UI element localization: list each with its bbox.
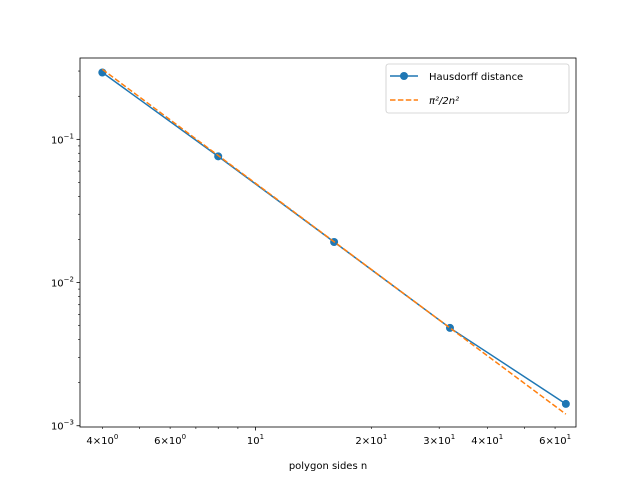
tick-base: 10 (51, 422, 64, 433)
tick-base: 10 (169, 436, 182, 447)
legend-box (385, 63, 570, 114)
tick-times: × (430, 436, 438, 447)
series-layer (98, 68, 570, 415)
axes-frame-layer (79, 57, 577, 428)
legend-label-text: Hausdorff distance (429, 72, 523, 83)
tick-exponent: −3 (64, 419, 74, 427)
x-tick-label: 2×101 (355, 433, 387, 447)
legend: Hausdorff distance π²/2n² (385, 63, 570, 114)
y-axis: 10−110−210−3 (51, 70, 80, 433)
tick-base: 10 (486, 436, 499, 447)
tick-exponent: 0 (182, 433, 186, 441)
tick-base: 10 (370, 436, 383, 447)
tick-base: 10 (247, 436, 260, 447)
tick-exponent: 1 (451, 433, 455, 441)
x-tick-label: 101 (247, 433, 264, 447)
tick-base: 10 (438, 436, 451, 447)
axes-frame (79, 57, 577, 428)
tick-mantissa: 6 (539, 436, 545, 447)
tick-times: × (161, 436, 169, 447)
tick-base: 10 (51, 135, 64, 146)
x-tick-label: 3×101 (423, 433, 455, 447)
tick-mantissa: 6 (154, 436, 160, 447)
tick-base: 10 (51, 279, 64, 290)
legend-label: π²/2n² (429, 96, 459, 107)
tick-exponent: 1 (567, 433, 571, 441)
x-axis-label: polygon sides n (289, 461, 367, 472)
tick-mantissa: 4 (471, 436, 477, 447)
y-tick-label: 10−2 (51, 276, 74, 290)
tick-exponent: 1 (383, 433, 387, 441)
tick-mantissa: 2 (355, 436, 361, 447)
x-tick-label: 4×100 (86, 433, 118, 447)
tick-exponent: 1 (260, 433, 264, 441)
x-tick-label: 6×100 (154, 433, 186, 447)
x-tick-label: 6×101 (539, 433, 571, 447)
tick-exponent: −2 (64, 276, 74, 284)
tick-mantissa: 4 (86, 436, 92, 447)
tick-times: × (545, 436, 553, 447)
y-tick-label: 10−3 (51, 419, 74, 433)
tick-base: 10 (554, 436, 567, 447)
tick-times: × (478, 436, 486, 447)
tick-exponent: 0 (114, 433, 118, 441)
x-tick-label: 4×101 (471, 433, 503, 447)
tick-exponent: 1 (499, 433, 503, 441)
y-tick-label: 10−1 (51, 132, 74, 146)
tick-mantissa: 3 (423, 436, 429, 447)
tick-exponent: −1 (64, 132, 74, 140)
tick-times: × (362, 436, 370, 447)
legend-swatch-marker (400, 72, 408, 80)
series-line-1 (101, 68, 567, 415)
tick-base: 10 (101, 436, 114, 447)
legend-label: Hausdorff distance (429, 72, 523, 83)
legend-label-text: π²/2n² (429, 96, 459, 107)
tick-times: × (93, 436, 101, 447)
data-point-marker (561, 399, 570, 408)
